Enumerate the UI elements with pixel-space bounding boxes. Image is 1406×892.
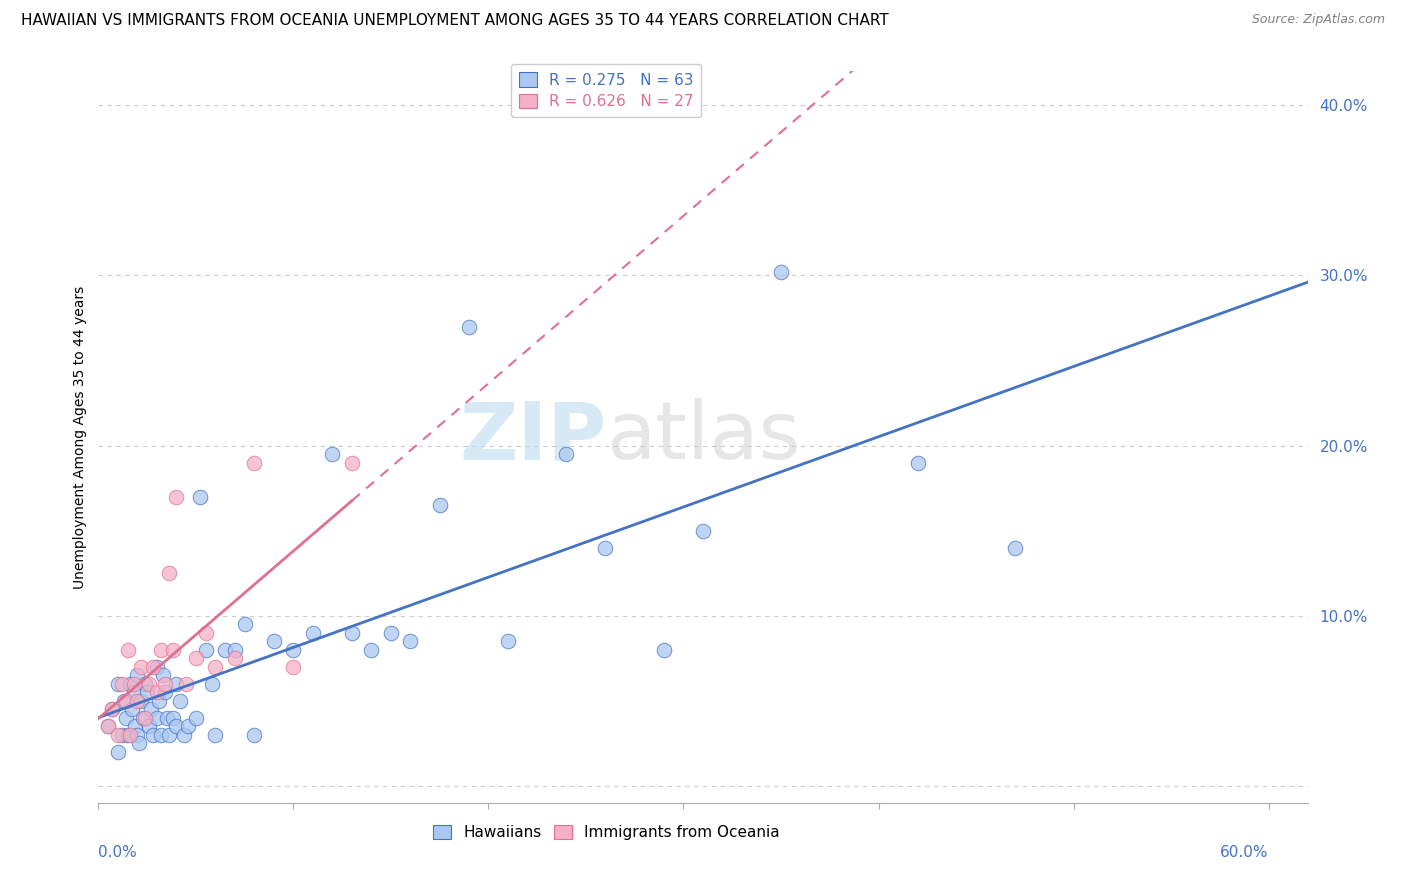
- Point: [204, 728, 226, 742]
- Point: [139, 702, 162, 716]
- Point: [555, 447, 578, 461]
- Point: [156, 711, 179, 725]
- Point: [263, 634, 285, 648]
- Point: [302, 625, 325, 640]
- Point: [769, 265, 792, 279]
- Point: [107, 677, 129, 691]
- Point: [152, 668, 174, 682]
- Point: [127, 694, 149, 708]
- Point: [112, 694, 135, 708]
- Text: 0.0%: 0.0%: [98, 846, 138, 860]
- Point: [214, 642, 236, 657]
- Point: [136, 685, 159, 699]
- Text: atlas: atlas: [606, 398, 800, 476]
- Point: [117, 728, 139, 742]
- Legend: Hawaiians, Immigrants from Oceania: Hawaiians, Immigrants from Oceania: [426, 819, 786, 847]
- Point: [162, 642, 184, 657]
- Point: [380, 625, 402, 640]
- Point: [114, 694, 136, 708]
- Point: [101, 702, 124, 716]
- Point: [165, 719, 187, 733]
- Point: [157, 566, 180, 581]
- Point: [157, 728, 180, 742]
- Point: [496, 634, 519, 648]
- Point: [134, 677, 156, 691]
- Point: [224, 642, 246, 657]
- Point: [127, 728, 149, 742]
- Point: [169, 694, 191, 708]
- Point: [153, 677, 176, 691]
- Point: [243, 456, 266, 470]
- Point: [194, 625, 217, 640]
- Point: [399, 634, 422, 648]
- Point: [107, 745, 129, 759]
- Point: [692, 524, 714, 538]
- Point: [146, 685, 169, 699]
- Point: [131, 659, 153, 673]
- Point: [111, 677, 134, 691]
- Point: [188, 490, 211, 504]
- Text: ZIP: ZIP: [458, 398, 606, 476]
- Point: [224, 651, 246, 665]
- Point: [138, 719, 160, 733]
- Point: [233, 617, 256, 632]
- Y-axis label: Unemployment Among Ages 35 to 44 years: Unemployment Among Ages 35 to 44 years: [73, 285, 87, 589]
- Point: [1004, 541, 1026, 555]
- Point: [146, 711, 169, 725]
- Point: [174, 677, 197, 691]
- Point: [122, 685, 145, 699]
- Point: [149, 642, 172, 657]
- Point: [200, 677, 222, 691]
- Point: [111, 728, 134, 742]
- Point: [165, 677, 187, 691]
- Point: [429, 498, 451, 512]
- Point: [340, 625, 363, 640]
- Point: [184, 651, 207, 665]
- Point: [177, 719, 200, 733]
- Point: [127, 668, 149, 682]
- Point: [138, 677, 160, 691]
- Text: HAWAIIAN VS IMMIGRANTS FROM OCEANIA UNEMPLOYMENT AMONG AGES 35 TO 44 YEARS CORRE: HAWAIIAN VS IMMIGRANTS FROM OCEANIA UNEM…: [21, 13, 889, 29]
- Text: 60.0%: 60.0%: [1220, 846, 1268, 860]
- Point: [321, 447, 343, 461]
- Text: Source: ZipAtlas.com: Source: ZipAtlas.com: [1251, 13, 1385, 27]
- Point: [595, 541, 617, 555]
- Point: [122, 677, 145, 691]
- Point: [652, 642, 675, 657]
- Point: [142, 659, 165, 673]
- Point: [131, 694, 153, 708]
- Point: [148, 694, 170, 708]
- Point: [107, 728, 129, 742]
- Point: [101, 702, 124, 716]
- Point: [149, 728, 172, 742]
- Point: [124, 719, 146, 733]
- Point: [97, 719, 120, 733]
- Point: [184, 711, 207, 725]
- Point: [153, 685, 176, 699]
- Point: [142, 728, 165, 742]
- Point: [132, 711, 155, 725]
- Point: [165, 490, 187, 504]
- Point: [121, 702, 143, 716]
- Point: [114, 711, 136, 725]
- Point: [118, 677, 141, 691]
- Point: [283, 659, 305, 673]
- Point: [458, 319, 481, 334]
- Point: [134, 711, 156, 725]
- Point: [360, 642, 382, 657]
- Point: [173, 728, 195, 742]
- Point: [340, 456, 363, 470]
- Point: [283, 642, 305, 657]
- Point: [128, 736, 150, 750]
- Point: [204, 659, 226, 673]
- Point: [907, 456, 929, 470]
- Point: [243, 728, 266, 742]
- Point: [97, 719, 120, 733]
- Point: [117, 642, 139, 657]
- Point: [194, 642, 217, 657]
- Point: [146, 659, 169, 673]
- Point: [162, 711, 184, 725]
- Point: [118, 728, 141, 742]
